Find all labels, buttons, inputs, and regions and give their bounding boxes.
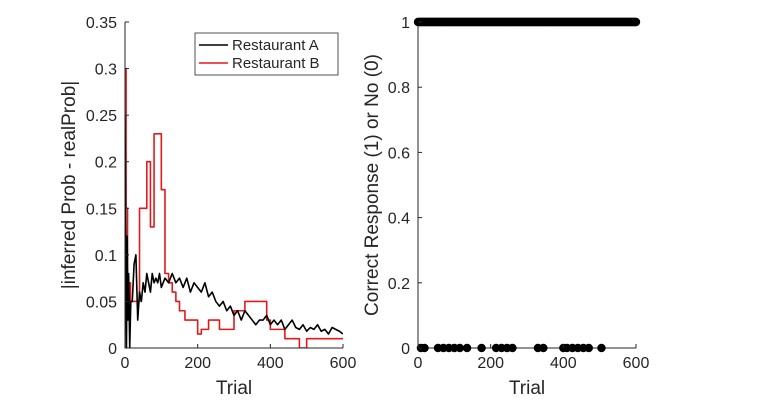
left-chart: 0 200 400 600 0 0.05 0.1 0.15 0.2 0.25 0.3 0.35 Tr… <box>59 15 356 399</box>
scatter-point <box>508 343 517 353</box>
right-y-tick-label: 1 <box>401 15 410 32</box>
right-y-tick-label: 0 <box>401 341 410 358</box>
scatter-point <box>455 343 464 353</box>
legend-label-restaurant-b: Restaurant B <box>232 55 320 72</box>
left-x-tick-label: 600 <box>330 355 357 372</box>
scatter-point <box>420 343 429 353</box>
legend-box <box>194 32 339 76</box>
right-y-axis-label: Correct Response (1) or No (0) <box>362 54 383 316</box>
right-y-tick-label: 0.2 <box>388 276 410 293</box>
left-y-axis-label: |inferred Prob - realProb| <box>59 81 80 289</box>
left-y-tick-label: 0.2 <box>95 155 117 172</box>
legend: Restaurant A Restaurant B <box>194 32 339 76</box>
right-plot-area <box>418 22 636 348</box>
right-chart: 0 200 400 600 0 0.2 0.4 0.6 0.8 1 Trial Correct … <box>362 15 649 399</box>
left-y-tick-label: 0.15 <box>86 201 117 218</box>
right-y-tick-label: 0.4 <box>388 211 410 228</box>
right-x-tick-label: 400 <box>550 355 577 372</box>
scatter-point <box>597 343 606 353</box>
right-y-tick-label: 0.6 <box>388 145 410 162</box>
left-y-tick-label: 0.1 <box>95 248 117 265</box>
left-x-tick-label: 0 <box>121 355 130 372</box>
left-x-tick-label: 400 <box>257 355 284 372</box>
right-x-ticks: 0 200 400 600 <box>414 344 650 372</box>
line-restaurant-a <box>125 115 343 348</box>
legend-label-restaurant-a: Restaurant A <box>232 37 319 54</box>
right-series-group <box>413 17 641 353</box>
left-series-group <box>125 67 343 348</box>
scatter-point <box>477 343 486 353</box>
right-y-ticks: 0 0.2 0.4 0.6 0.8 1 <box>388 15 422 358</box>
right-x-axis-label: Trial <box>509 378 545 399</box>
left-y-tick-label: 0.25 <box>86 108 117 125</box>
left-x-tick-label: 200 <box>184 355 211 372</box>
left-y-tick-label: 0 <box>108 341 117 358</box>
scatter-point <box>584 343 593 353</box>
right-x-tick-label: 600 <box>623 355 650 372</box>
left-x-axis-label: Trial <box>216 378 252 399</box>
scatter-point <box>631 17 641 27</box>
line-restaurant-b <box>125 67 343 348</box>
right-x-tick-label: 0 <box>414 355 423 372</box>
left-x-ticks: 0 200 400 600 <box>121 344 357 372</box>
left-y-tick-label: 0.05 <box>86 294 117 311</box>
left-y-tick-label: 0.3 <box>95 62 117 79</box>
left-y-tick-label: 0.35 <box>86 15 117 32</box>
scatter-point <box>539 343 548 353</box>
right-y-tick-label: 0.8 <box>388 80 410 97</box>
right-x-tick-label: 200 <box>477 355 504 372</box>
left-y-ticks: 0 0.05 0.1 0.15 0.2 0.25 0.3 0.35 <box>86 15 129 358</box>
scatter-point <box>462 343 472 353</box>
